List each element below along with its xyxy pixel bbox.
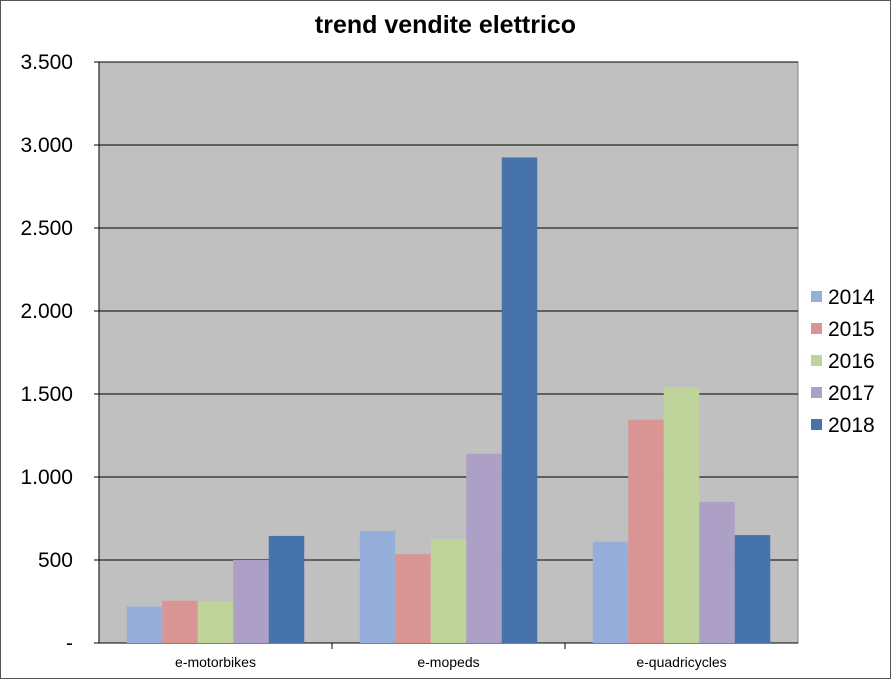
bar: [699, 501, 735, 643]
bar: [430, 539, 467, 643]
y-tick-label: 2.500: [20, 217, 73, 240]
y-tick-label: 500: [38, 549, 73, 572]
legend-swatch: [811, 387, 822, 398]
category-label: e-quadricycles: [636, 654, 726, 670]
legend-label: 2017: [828, 382, 875, 405]
bar: [501, 157, 538, 643]
legend-label: 2016: [828, 350, 875, 373]
bar: [268, 535, 305, 643]
bar: [734, 535, 771, 643]
category-label: e-motorbikes: [175, 654, 256, 670]
legend-swatch: [811, 355, 822, 366]
legend-label: 2018: [828, 414, 875, 437]
y-tick-label: 3.500: [20, 51, 73, 74]
chart-title: trend vendite elettrico: [314, 11, 577, 39]
bar: [359, 530, 396, 643]
category-label: e-mopeds: [417, 654, 479, 670]
bar: [628, 419, 664, 643]
bar: [126, 606, 163, 643]
legend-swatch: [811, 323, 822, 334]
y-tick-label: -: [66, 632, 73, 655]
y-tick-label: 1.000: [20, 466, 73, 489]
bar: [197, 601, 234, 643]
legend-swatch: [811, 291, 822, 302]
y-tick-label: 3.000: [20, 134, 73, 157]
legend-label: 2014: [828, 286, 875, 309]
bar: [162, 600, 198, 643]
legend-swatch: [811, 419, 822, 430]
bar: [466, 453, 502, 643]
legend-label: 2015: [828, 318, 875, 341]
y-tick-label: 1.500: [20, 383, 73, 406]
bar: [395, 554, 431, 643]
bar: [233, 560, 269, 643]
bar: [592, 541, 629, 643]
bar: [663, 387, 700, 643]
y-tick-label: 2.000: [20, 300, 73, 323]
